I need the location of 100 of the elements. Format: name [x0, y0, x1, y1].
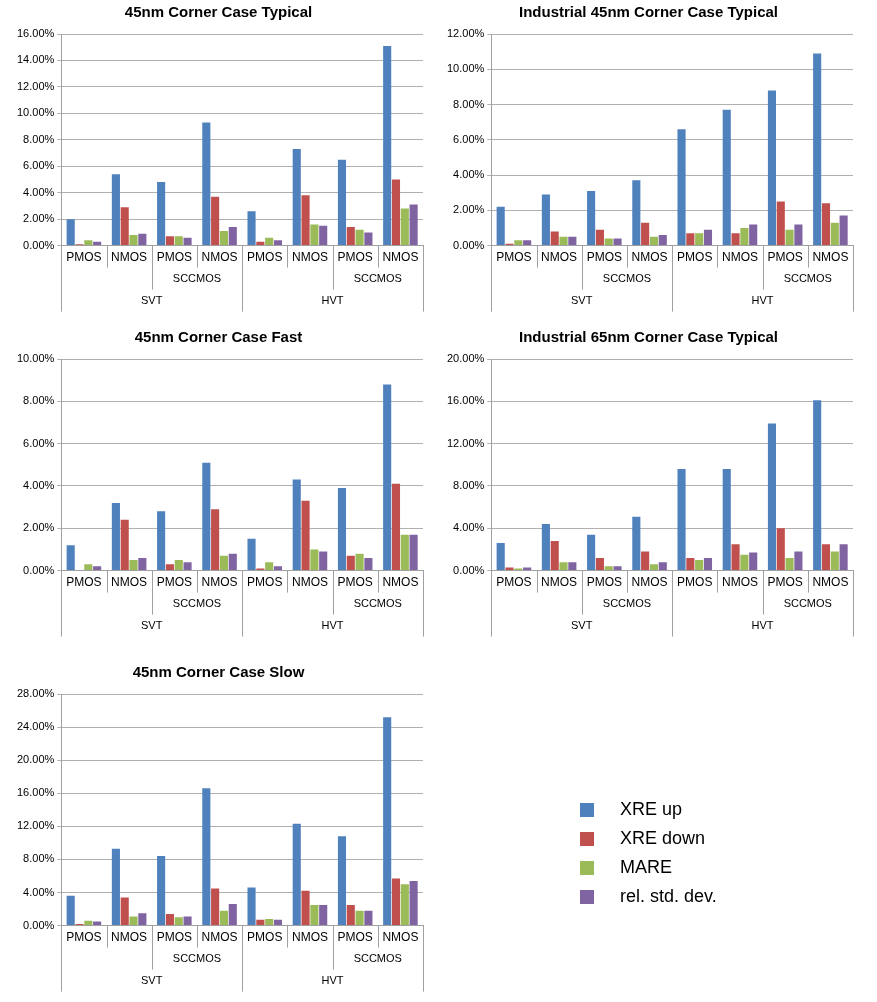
- bar: [211, 196, 220, 246]
- bar: [211, 888, 220, 926]
- bar: [641, 222, 650, 246]
- bar: [337, 836, 347, 926]
- text: SCCMOS: [783, 596, 832, 609]
- bar: [409, 880, 418, 926]
- x-tick-label: PMOS: [66, 575, 102, 590]
- x-tick-label: PMOS: [337, 250, 373, 265]
- text: HVT: [751, 293, 774, 306]
- y-tick-label: 10.00%: [17, 352, 55, 365]
- x-tick-label: PMOS: [247, 250, 283, 265]
- bar: [677, 469, 686, 571]
- bar: [265, 918, 274, 926]
- x-tick-label: PMOS: [66, 250, 102, 265]
- bar: [613, 566, 622, 571]
- bar: [84, 240, 93, 246]
- bar: [183, 237, 192, 246]
- bar: [337, 488, 347, 571]
- bar: [247, 538, 256, 571]
- bar: [355, 910, 364, 926]
- bar: [604, 566, 613, 571]
- bar: [346, 555, 355, 571]
- bar: [165, 236, 174, 246]
- bar: [587, 534, 596, 571]
- bar: [301, 500, 310, 571]
- bar: [523, 240, 532, 246]
- bar: [165, 564, 174, 571]
- y-tick-label: 20.00%: [447, 352, 485, 365]
- bar: [523, 567, 532, 571]
- bar: [202, 788, 211, 926]
- x-tick-label: NMOS: [631, 575, 668, 590]
- x-tick-label: NMOS: [201, 930, 238, 945]
- y-tick-label: 2.00%: [453, 203, 485, 216]
- bar: [273, 566, 283, 571]
- y-tick-label: 4.00%: [453, 168, 485, 181]
- x-tick-label: NMOS: [201, 575, 238, 590]
- text: HVT: [321, 973, 344, 986]
- x-tick-label: PMOS: [767, 575, 803, 590]
- x-tick-label: NMOS: [291, 930, 328, 945]
- y-tick-label: 4.00%: [23, 885, 55, 898]
- y-tick-label: 0.00%: [23, 563, 55, 576]
- bar: [273, 919, 283, 926]
- bar: [813, 53, 822, 246]
- bar: [731, 233, 740, 246]
- bar: [568, 562, 577, 571]
- legend-label: XRE down: [620, 828, 706, 849]
- bar: [364, 232, 373, 246]
- x-tick-label: NMOS: [812, 250, 849, 265]
- chart-title: 45nm Corner Case Typical: [124, 3, 313, 21]
- bar: [400, 884, 409, 926]
- bar: [174, 236, 183, 246]
- y-tick-label: 6.00%: [23, 436, 55, 449]
- x-tick-label: NMOS: [382, 575, 419, 590]
- y-tick-label: 8.00%: [453, 478, 485, 491]
- x-tick-label: NMOS: [291, 250, 328, 265]
- bar: [355, 229, 364, 246]
- bar: [604, 238, 613, 246]
- bar: [129, 235, 138, 246]
- chart-title: Industrial 65nm Corner Case Typical: [519, 328, 778, 346]
- bar: [830, 551, 839, 571]
- bar: [496, 206, 505, 246]
- bar: [740, 227, 749, 246]
- bar: [785, 557, 794, 571]
- bar: [391, 878, 401, 926]
- bar: [383, 45, 392, 246]
- bar: [292, 479, 301, 571]
- bar: [319, 904, 328, 926]
- bar: [391, 483, 401, 571]
- x-tick-label: NMOS: [201, 250, 238, 265]
- bar: [794, 224, 803, 246]
- bar: [228, 904, 237, 926]
- y-tick-label: 6.00%: [23, 159, 55, 172]
- bar: [821, 203, 831, 246]
- bar: [703, 557, 713, 571]
- bar: [355, 553, 364, 571]
- bar: [273, 240, 283, 246]
- legend-label: XRE up: [620, 799, 683, 820]
- x-tick-label: PMOS: [496, 575, 532, 590]
- y-tick-label: 12.00%: [447, 436, 485, 449]
- x-tick-label: NMOS: [382, 930, 419, 945]
- y-tick-label: 4.00%: [453, 521, 485, 534]
- bar: [813, 400, 822, 571]
- text: SVT: [141, 618, 163, 631]
- bar: [641, 551, 650, 571]
- bar: [120, 207, 129, 246]
- bar: [505, 567, 514, 571]
- y-tick-label: 0.00%: [453, 238, 485, 251]
- bar: [346, 227, 355, 246]
- bar: [541, 194, 550, 246]
- y-tick-label: 20.00%: [17, 753, 55, 766]
- text: SCCMOS: [172, 596, 222, 609]
- y-tick-label: 14.00%: [17, 53, 55, 66]
- bar: [66, 545, 75, 571]
- text: HVT: [321, 293, 344, 306]
- x-tick-label: NMOS: [111, 250, 148, 265]
- x-tick-label: NMOS: [382, 250, 419, 265]
- chart-title: Industrial 45nm Corner Case Typical: [519, 3, 778, 21]
- bar: [514, 240, 523, 246]
- bar: [138, 913, 147, 926]
- bar: [66, 219, 75, 246]
